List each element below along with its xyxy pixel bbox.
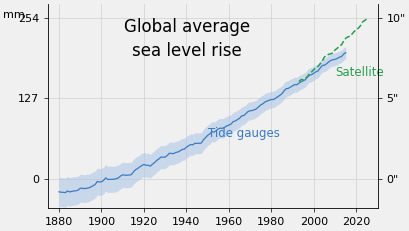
Text: mm: mm	[3, 10, 25, 20]
Text: Global average
sea level rise: Global average sea level rise	[123, 18, 249, 60]
Text: Tide gauges: Tide gauges	[207, 127, 279, 140]
Text: Satellite: Satellite	[334, 66, 383, 79]
